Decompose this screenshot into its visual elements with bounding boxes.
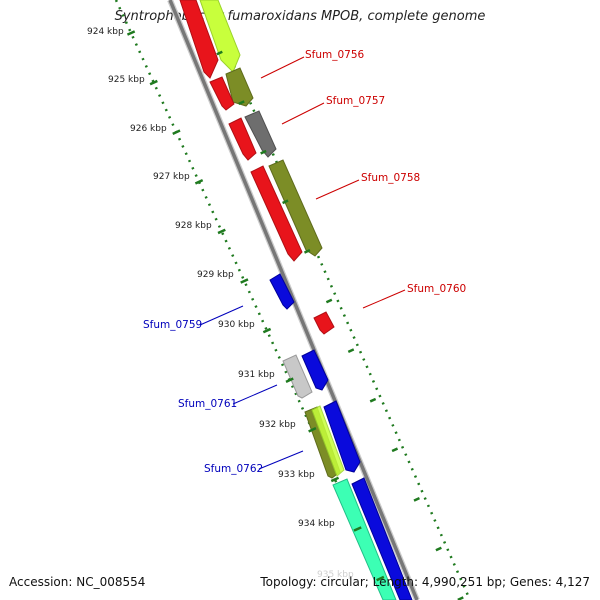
tick-label-932: 932 kbp <box>259 420 296 430</box>
tick-label-931: 931 kbp <box>238 370 275 380</box>
gene-label-0756[interactable]: Sfum_0756 <box>305 49 365 61</box>
tick-mark <box>126 30 136 36</box>
tick-label-933: 933 kbp <box>278 470 315 480</box>
gene-feature-red-0760[interactable] <box>313 311 335 335</box>
gene-feature-blue-1[interactable] <box>301 349 329 391</box>
tick-mark-inner <box>369 397 377 403</box>
gene-feature-blue-0759[interactable] <box>269 273 295 310</box>
leader-0760 <box>362 289 406 309</box>
gene-labels: Sfum_0756 Sfum_0757 Sfum_0758 Sfum_0760 … <box>143 49 466 475</box>
tick-mark-inner <box>435 546 442 552</box>
tick-labels: 924 kbp 925 kbp 926 kbp 927 kbp 928 kbp … <box>87 27 354 580</box>
gene-feature-olive-0758[interactable] <box>268 159 323 257</box>
tick-marks <box>126 30 464 600</box>
gene-label-0762[interactable]: Sfum_0762 <box>204 463 263 475</box>
tick-label-929: 929 kbp <box>197 270 234 280</box>
tick-mark <box>149 79 158 86</box>
gene-label-leaders <box>199 56 406 470</box>
gene-feature-lime[interactable] <box>199 0 241 73</box>
tick-mark-inner <box>391 447 399 453</box>
gene-feature-red-b[interactable] <box>209 76 235 111</box>
tick-mark <box>262 327 272 334</box>
gene-label-0758[interactable]: Sfum_0758 <box>361 172 420 184</box>
leader-0761 <box>232 384 278 405</box>
tick-label-928: 928 kbp <box>175 221 212 231</box>
gene-feature-lightgray-0761[interactable] <box>282 354 313 399</box>
tick-ring-outer-left <box>114 0 392 600</box>
tick-mark <box>308 427 317 433</box>
tick-label-935: 935 kbp <box>317 570 354 580</box>
gene-label-0761[interactable]: Sfum_0761 <box>178 398 237 410</box>
gene-feature-red-a[interactable] <box>179 0 219 79</box>
tick-mark <box>285 377 294 383</box>
gene-label-0759[interactable]: Sfum_0759 <box>143 319 202 331</box>
accession-text: Accession: NC_008554 <box>9 575 146 589</box>
gene-feature-olive-0756[interactable] <box>225 67 254 107</box>
tick-label-926: 926 kbp <box>130 124 167 134</box>
tick-mark <box>172 129 181 135</box>
tick-label-927: 927 kbp <box>153 172 190 182</box>
tick-mark-inner <box>260 149 267 155</box>
tick-mark-inner <box>457 596 464 600</box>
tick-mark-inner <box>238 100 245 105</box>
topology-text: Topology: circular; Length: 4,990,251 bp… <box>260 575 590 589</box>
tick-mark-inner <box>413 497 420 502</box>
tick-mark <box>217 228 226 235</box>
tick-mark-inner <box>347 348 355 353</box>
tick-mark-inner <box>216 50 223 56</box>
gene-feature-mint[interactable] <box>332 478 397 600</box>
tick-mark <box>353 526 362 532</box>
gene-feature-lime-0762[interactable] <box>311 405 345 477</box>
leader-0758 <box>315 179 360 200</box>
leader-0762 <box>258 450 304 470</box>
leader-0756 <box>260 56 305 79</box>
tick-mark-inner <box>303 249 311 254</box>
leader-0759 <box>199 305 244 326</box>
tick-mark <box>194 179 204 185</box>
gene-feature-red-c[interactable] <box>228 117 257 161</box>
tick-label-925: 925 kbp <box>108 75 145 85</box>
gene-feature-blue-3[interactable] <box>351 477 413 600</box>
gene-feature-blue-2[interactable] <box>323 400 361 473</box>
tick-mark <box>330 476 340 483</box>
gene-feature-red-d[interactable] <box>250 165 303 262</box>
tick-label-924: 924 kbp <box>87 27 124 37</box>
tick-mark <box>376 575 385 582</box>
tick-label-934: 934 kbp <box>298 519 335 529</box>
gene-feature-darkgray-0757[interactable] <box>244 110 277 158</box>
tick-mark-inner <box>325 298 333 304</box>
gene-label-0757[interactable]: Sfum_0757 <box>326 95 385 107</box>
tick-mark <box>240 278 249 284</box>
leader-0757 <box>281 102 325 125</box>
tick-mark-inner <box>282 199 289 205</box>
tick-label-930: 930 kbp <box>218 320 255 330</box>
gene-label-0760[interactable]: Sfum_0760 <box>407 283 466 295</box>
